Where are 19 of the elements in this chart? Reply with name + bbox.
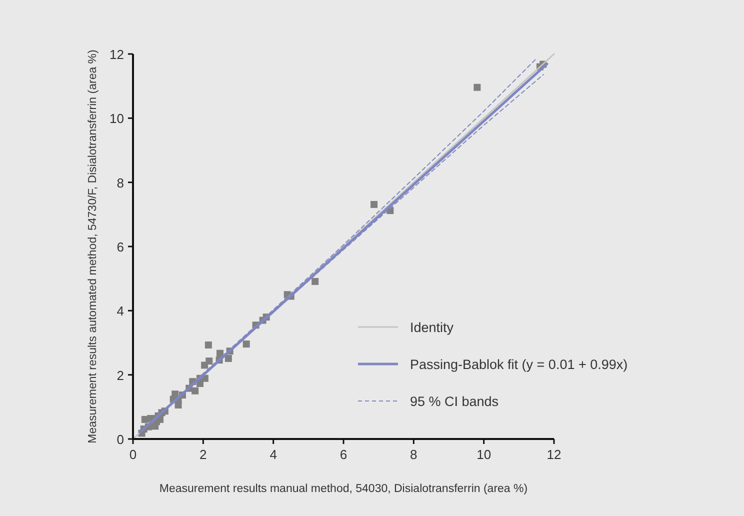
x-tick-label: 6: [340, 447, 348, 462]
y-tick-label: 6: [116, 240, 124, 254]
y-axis-title: Measurement results automated method, 54730/F, Disialotransferrin (area %): [87, 49, 99, 444]
x-tick-label: 0: [129, 447, 137, 462]
y-tick-label: 0: [116, 432, 124, 447]
legend-label: 95 % CI bands: [410, 394, 499, 409]
y-tick-label: 8: [116, 175, 124, 190]
x-tick-label: 10: [476, 447, 492, 462]
y-tick-label: 12: [110, 47, 124, 62]
x-tick-label: 4: [270, 447, 277, 462]
x-tick-label: 12: [546, 447, 562, 462]
legend-label: Identity: [410, 320, 454, 335]
x-axis-title: Measurement results manual method, 54030, Disialotransferrin (area %): [159, 483, 528, 495]
y-tick-label: 10: [110, 111, 124, 126]
x-tick-label: 8: [410, 447, 418, 462]
y-tick-label: 2: [116, 368, 124, 383]
y-tick-label: 4: [116, 304, 124, 319]
x-tick-label: 2: [200, 447, 207, 462]
legend-label: Passing-Bablok fit (y = 0.01 + 0.99x): [410, 357, 628, 372]
